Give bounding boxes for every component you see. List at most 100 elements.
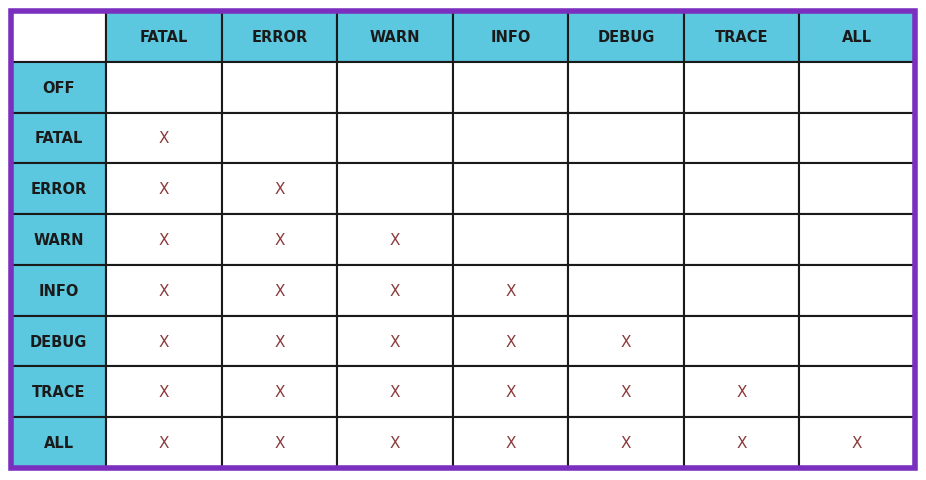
Bar <box>683 164 799 215</box>
Text: ALL: ALL <box>842 30 872 45</box>
Bar <box>221 215 337 265</box>
Bar <box>799 164 915 215</box>
Bar <box>221 164 337 215</box>
Bar <box>11 367 106 417</box>
Bar <box>453 215 569 265</box>
Text: X: X <box>274 182 284 197</box>
Bar <box>683 367 799 417</box>
Bar <box>453 12 569 63</box>
Bar <box>569 63 683 113</box>
Text: DEBUG: DEBUG <box>597 30 655 45</box>
Bar <box>11 417 106 468</box>
Bar <box>799 316 915 367</box>
Text: X: X <box>158 131 169 146</box>
Bar <box>106 367 221 417</box>
Text: ERROR: ERROR <box>31 182 87 197</box>
Text: X: X <box>158 182 169 197</box>
Bar <box>11 12 106 63</box>
Text: X: X <box>390 232 400 248</box>
Text: TRACE: TRACE <box>31 384 85 399</box>
Bar <box>453 417 569 468</box>
Bar <box>799 12 915 63</box>
Bar <box>106 316 221 367</box>
Bar <box>799 367 915 417</box>
Text: INFO: INFO <box>490 30 531 45</box>
Bar <box>569 316 683 367</box>
Bar <box>221 265 337 316</box>
Text: X: X <box>506 435 516 450</box>
Bar <box>106 12 221 63</box>
Text: X: X <box>274 283 284 298</box>
Bar <box>683 63 799 113</box>
Bar <box>683 12 799 63</box>
Text: OFF: OFF <box>43 81 75 96</box>
Text: X: X <box>620 334 632 349</box>
Bar <box>337 316 453 367</box>
Bar <box>453 265 569 316</box>
Text: X: X <box>274 384 284 399</box>
Bar <box>453 164 569 215</box>
Text: X: X <box>390 334 400 349</box>
Bar <box>799 265 915 316</box>
Text: X: X <box>390 283 400 298</box>
Text: X: X <box>158 232 169 248</box>
Bar <box>337 265 453 316</box>
Text: X: X <box>274 232 284 248</box>
Bar <box>221 113 337 164</box>
Bar <box>683 113 799 164</box>
Text: X: X <box>158 384 169 399</box>
Bar <box>221 63 337 113</box>
Text: X: X <box>158 283 169 298</box>
Bar <box>453 316 569 367</box>
Text: X: X <box>158 435 169 450</box>
Bar <box>799 63 915 113</box>
Bar <box>569 367 683 417</box>
Bar <box>683 417 799 468</box>
Bar <box>569 12 683 63</box>
Text: DEBUG: DEBUG <box>30 334 87 349</box>
Bar <box>683 215 799 265</box>
Bar <box>221 12 337 63</box>
Bar <box>337 12 453 63</box>
Bar <box>11 265 106 316</box>
Bar <box>569 215 683 265</box>
Bar <box>799 417 915 468</box>
Bar <box>337 417 453 468</box>
Bar <box>683 265 799 316</box>
Bar <box>337 113 453 164</box>
Bar <box>337 63 453 113</box>
Bar <box>569 265 683 316</box>
Bar <box>799 113 915 164</box>
Bar <box>11 164 106 215</box>
Text: X: X <box>736 384 746 399</box>
Text: TRACE: TRACE <box>715 30 769 45</box>
Text: X: X <box>390 435 400 450</box>
Bar <box>337 164 453 215</box>
Text: FATAL: FATAL <box>34 131 82 146</box>
Bar <box>11 215 106 265</box>
Bar <box>453 113 569 164</box>
Bar <box>337 367 453 417</box>
Bar <box>569 417 683 468</box>
Bar <box>337 215 453 265</box>
Bar <box>453 63 569 113</box>
Text: X: X <box>158 334 169 349</box>
Text: X: X <box>852 435 862 450</box>
Text: X: X <box>390 384 400 399</box>
Text: INFO: INFO <box>38 283 79 298</box>
Bar <box>799 215 915 265</box>
Text: X: X <box>506 334 516 349</box>
Bar <box>569 164 683 215</box>
Text: ALL: ALL <box>44 435 74 450</box>
Text: X: X <box>736 435 746 450</box>
Text: X: X <box>620 435 632 450</box>
Bar <box>106 63 221 113</box>
Text: ERROR: ERROR <box>251 30 307 45</box>
Bar <box>106 265 221 316</box>
Text: FATAL: FATAL <box>140 30 188 45</box>
Bar <box>11 63 106 113</box>
Bar <box>106 215 221 265</box>
Bar <box>453 367 569 417</box>
Text: WARN: WARN <box>369 30 420 45</box>
Bar <box>221 367 337 417</box>
